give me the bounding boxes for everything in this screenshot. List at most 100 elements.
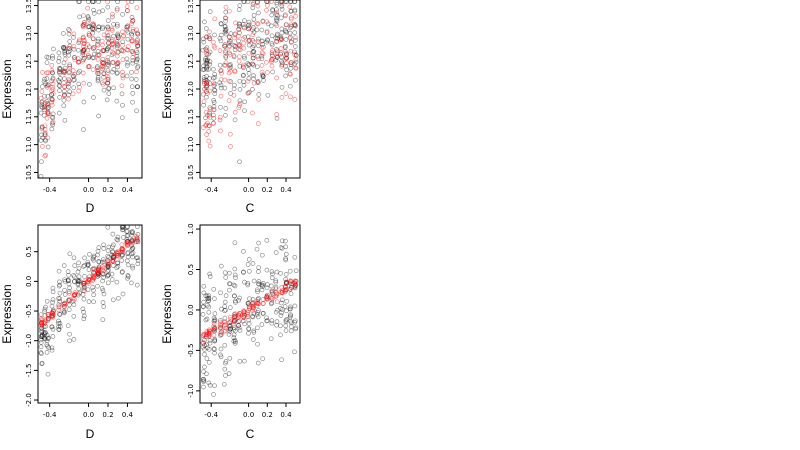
observed-point <box>237 78 243 84</box>
observed-point <box>218 263 224 269</box>
observed-point <box>115 64 120 70</box>
observed-point <box>204 60 210 66</box>
y-axis-ticks: 10.5 11.0 11.5 12.0 12.5 13.0 13.5 <box>25 0 38 180</box>
observed-point <box>75 277 81 283</box>
fitted-point <box>80 70 86 76</box>
observed-point <box>91 11 97 16</box>
fitted-point <box>211 324 216 329</box>
observed-point <box>96 0 101 5</box>
observed-point <box>212 350 217 356</box>
observed-point <box>200 344 206 350</box>
fitted-point <box>232 69 238 75</box>
observed-point <box>106 272 111 278</box>
observed-point <box>76 274 82 280</box>
fitted-point <box>223 60 229 66</box>
observed-point <box>49 126 55 132</box>
observed-point <box>71 78 76 83</box>
observed-point <box>135 261 141 267</box>
observed-point <box>242 279 247 285</box>
observed-point <box>85 259 91 265</box>
observed-point <box>91 51 97 57</box>
observed-point <box>287 71 293 77</box>
observed-point <box>204 45 210 51</box>
observed-point <box>246 42 252 48</box>
observed-point <box>292 30 298 35</box>
fitted-point <box>274 9 279 15</box>
observed-point <box>283 251 289 257</box>
fitted-point <box>222 327 228 333</box>
fitted-point <box>39 320 44 326</box>
observed-point <box>56 78 61 83</box>
observed-point <box>114 236 120 242</box>
observed-point <box>135 84 140 90</box>
observed-point <box>201 378 207 384</box>
fitted-point <box>240 64 246 69</box>
observed-point <box>223 106 229 111</box>
observed-point <box>250 314 256 320</box>
fitted-point <box>226 78 232 84</box>
fitted-point <box>90 277 95 282</box>
fitted-point <box>211 332 217 338</box>
fitted-point <box>259 50 265 55</box>
observed-point <box>115 260 121 266</box>
fitted-point <box>269 57 274 63</box>
x-tick-label: -0.4 <box>43 411 57 419</box>
observed-point <box>292 21 297 27</box>
fitted-point <box>104 261 110 267</box>
observed-point <box>207 271 213 277</box>
observed-point <box>75 281 81 286</box>
observed-point <box>200 304 206 310</box>
observed-point <box>246 90 251 96</box>
observed-point <box>261 310 266 316</box>
fitted-point <box>264 59 269 65</box>
observed-point <box>39 332 45 338</box>
observed-point <box>226 332 232 337</box>
observed-point <box>251 62 257 68</box>
observed-point <box>201 39 207 45</box>
fitted-point <box>232 35 237 41</box>
fitted-point <box>212 16 218 22</box>
observed-point <box>269 269 275 274</box>
fitted-point <box>70 68 76 73</box>
fitted-point <box>134 5 140 11</box>
fitted-point <box>50 81 56 87</box>
observed-point <box>268 23 274 29</box>
observed-point <box>293 77 298 83</box>
observed-point <box>218 104 223 110</box>
observed-point <box>288 291 294 297</box>
observed-point <box>246 67 251 72</box>
fitted-point <box>260 297 266 302</box>
observed-point <box>283 323 289 329</box>
observed-point <box>231 282 237 288</box>
observed-point <box>232 328 238 334</box>
x-axis-ticks: -0.4 0.0 0.2 0.4 <box>43 403 134 419</box>
observed-point <box>228 326 233 332</box>
fitted-point <box>236 312 241 318</box>
y-tick-label: 0.0 <box>187 304 195 315</box>
fitted-point <box>251 80 257 86</box>
fitted-point <box>100 42 105 48</box>
fitted-point <box>278 46 284 51</box>
observed-point <box>46 335 51 341</box>
observed-point <box>119 270 125 275</box>
observed-point <box>44 350 50 355</box>
observed-point <box>91 95 96 100</box>
fitted-point <box>114 61 120 67</box>
observed-point <box>242 108 247 114</box>
observed-point <box>61 308 67 314</box>
observed-point <box>292 349 297 355</box>
fitted-point <box>278 37 283 43</box>
observed-point <box>119 115 125 121</box>
observed-point <box>259 322 265 327</box>
observed-point <box>237 30 242 36</box>
observed-point <box>95 36 101 42</box>
fitted-point <box>236 42 241 48</box>
observed-point <box>222 342 228 348</box>
observed-point <box>44 338 50 344</box>
observed-point <box>100 26 106 32</box>
observed-point <box>129 232 135 238</box>
fitted-point <box>135 30 140 36</box>
observed-point <box>100 300 106 305</box>
fitted-point <box>255 121 261 126</box>
observed-point <box>278 300 284 306</box>
